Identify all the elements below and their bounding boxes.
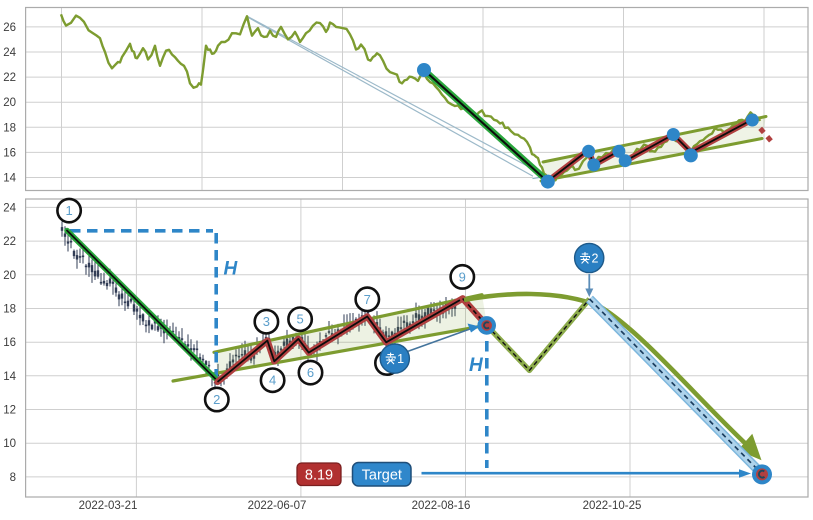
svg-text:Target: Target xyxy=(362,468,402,484)
svg-text:1: 1 xyxy=(397,352,404,366)
svg-text:8: 8 xyxy=(10,472,16,484)
svg-text:22: 22 xyxy=(3,72,16,84)
svg-text:14: 14 xyxy=(3,173,16,185)
svg-text:2: 2 xyxy=(213,392,220,407)
svg-text:20: 20 xyxy=(3,270,16,282)
svg-text:26: 26 xyxy=(3,22,16,34)
svg-text:18: 18 xyxy=(3,122,16,134)
svg-text:1: 1 xyxy=(65,203,72,218)
svg-text:24: 24 xyxy=(3,47,16,59)
svg-text:22: 22 xyxy=(3,236,16,248)
svg-text:7: 7 xyxy=(364,292,371,307)
svg-text:2022-03-21: 2022-03-21 xyxy=(79,500,138,512)
svg-text:18: 18 xyxy=(3,304,16,316)
svg-text:5: 5 xyxy=(296,312,303,327)
svg-text:16: 16 xyxy=(3,147,16,159)
svg-text:8.19: 8.19 xyxy=(305,468,333,484)
svg-text:16: 16 xyxy=(3,337,16,349)
svg-text:20: 20 xyxy=(3,97,16,109)
svg-text:H: H xyxy=(469,355,484,376)
svg-text:12: 12 xyxy=(3,405,16,417)
svg-text:3: 3 xyxy=(263,314,270,329)
svg-text:24: 24 xyxy=(3,202,16,214)
svg-text:4: 4 xyxy=(269,373,276,388)
svg-text:H: H xyxy=(224,259,239,280)
svg-text:14: 14 xyxy=(3,371,16,383)
svg-text:9: 9 xyxy=(459,269,466,284)
svg-text:2022-08-16: 2022-08-16 xyxy=(412,500,471,512)
svg-text:6: 6 xyxy=(307,365,314,380)
svg-text:2022-06-07: 2022-06-07 xyxy=(248,500,307,512)
svg-text:10: 10 xyxy=(3,438,16,450)
svg-text:2: 2 xyxy=(592,251,599,265)
svg-text:2022-10-25: 2022-10-25 xyxy=(583,500,642,512)
